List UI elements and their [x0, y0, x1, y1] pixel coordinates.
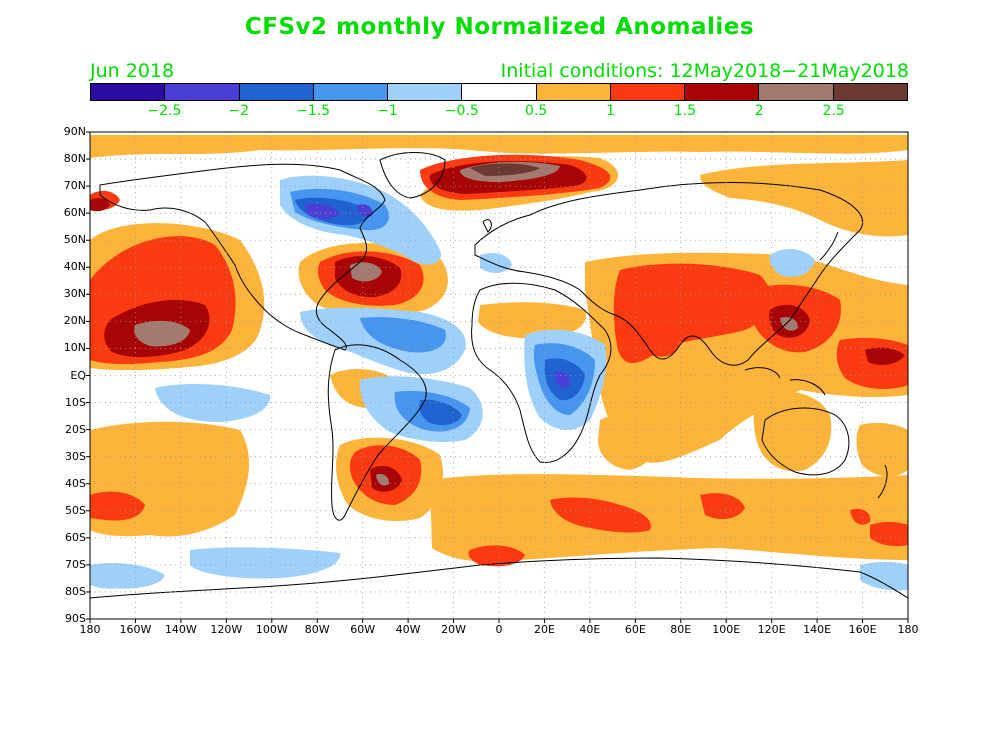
longitude-label: 40E	[579, 623, 601, 636]
latitude-label: 30S	[65, 449, 86, 463]
latitude-label: 80N	[63, 152, 86, 166]
color-legend-tick-label: −1.5	[296, 103, 331, 119]
latitude-label: 60N	[63, 206, 86, 220]
longitude-label: 100E	[712, 623, 741, 636]
latitude-label: 90N	[63, 125, 86, 138]
latitude-label: 20N	[63, 314, 86, 328]
latitude-label: 10N	[63, 341, 86, 355]
latitude-label: 70S	[65, 557, 86, 571]
color-legend-tick-label: −0.5	[444, 103, 479, 119]
longitude-label: 20E	[533, 623, 555, 636]
color-legend-tick-label: 1	[606, 103, 615, 119]
longitude-label: 140W	[164, 623, 197, 636]
longitude-label: 80W	[304, 623, 330, 636]
longitude-label: 80E	[670, 623, 692, 636]
color-swatch	[313, 84, 389, 100]
latitude-label: 20S	[65, 422, 86, 436]
color-legend-tick-label: −2.5	[147, 103, 182, 119]
color-legend	[90, 83, 908, 101]
color-swatch	[91, 84, 166, 100]
axis-ticks	[86, 131, 909, 623]
longitude-label: 120E	[757, 623, 786, 636]
anomaly-field-indigo	[305, 204, 571, 388]
color-swatch	[462, 84, 537, 100]
color-legend-tick-label: 2.5	[822, 103, 845, 119]
color-legend-tick-label: −1	[377, 103, 398, 119]
latitude-label: 50N	[63, 233, 86, 247]
initial-conditions: Initial conditions: 12May2018−21May2018	[500, 60, 909, 82]
color-swatch	[610, 84, 686, 100]
longitude-label: 60W	[350, 623, 376, 636]
latitude-label: 40S	[65, 476, 86, 490]
color-legend-tick-label: 2	[754, 103, 764, 119]
map-gridlines	[90, 132, 908, 619]
latitude-label: 80S	[65, 584, 86, 598]
color-swatch	[685, 84, 760, 100]
longitude-label: 180	[897, 623, 919, 636]
latitude-label: 30N	[63, 287, 86, 301]
color-legend-tick-label: 1.5	[673, 103, 697, 119]
color-swatch	[165, 84, 240, 100]
forecast-period: Jun 2018	[90, 60, 175, 82]
latitude-label: 60S	[65, 530, 86, 544]
latitude-label: 70N	[63, 179, 86, 193]
latitude-label: EQ	[70, 368, 86, 382]
longitude-label: 20W	[441, 623, 466, 636]
color-swatch	[239, 84, 314, 100]
chart-title: CFSv2 monthly Normalized Anomalies	[244, 14, 755, 40]
color-swatch	[833, 84, 907, 100]
longitude-label: 100W	[255, 623, 288, 636]
longitude-label: 160W	[119, 623, 152, 636]
latitude-label: 50S	[65, 503, 86, 517]
latitude-label: 90S	[65, 612, 86, 625]
longitude-label: 40W	[395, 623, 421, 636]
longitude-label: 160E	[848, 623, 877, 636]
longitude-label: 140E	[803, 623, 832, 636]
color-swatch	[388, 84, 463, 100]
color-legend-tick-label: −2	[228, 103, 250, 119]
latitude-label: 10S	[65, 395, 86, 409]
longitude-label: 180	[79, 623, 101, 636]
longitude-label: 60E	[624, 623, 646, 636]
latitude-label: 40N	[63, 260, 86, 274]
coastlines	[90, 152, 908, 599]
longitude-label: 120W	[210, 623, 243, 636]
color-swatch	[759, 84, 834, 100]
color-swatch	[536, 84, 611, 100]
color-legend-tick-label: 0.5	[525, 103, 548, 119]
anomaly-field-darkbrown	[470, 163, 540, 176]
longitude-label: 0	[495, 623, 503, 636]
